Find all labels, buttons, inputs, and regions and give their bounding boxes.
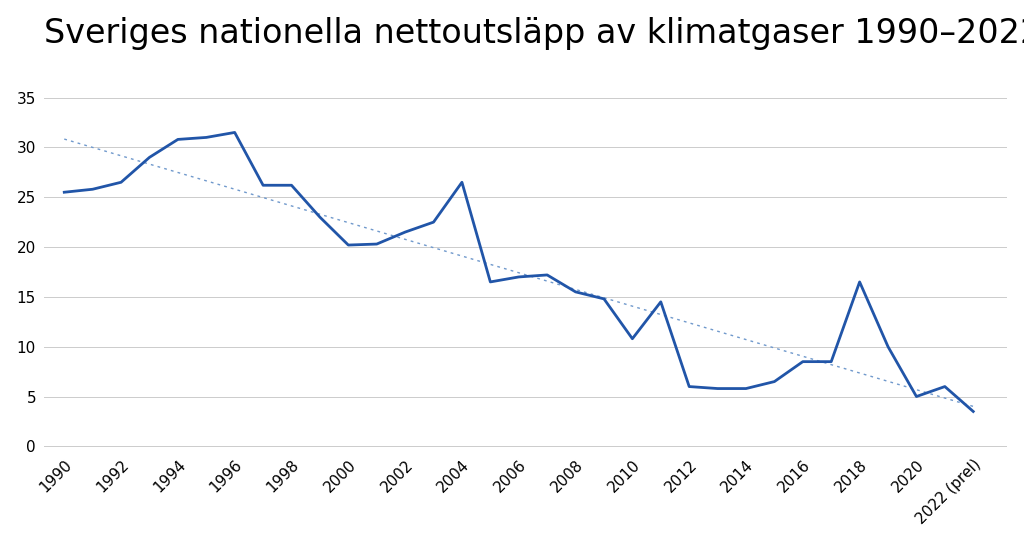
Text: Sveriges nationella nettoutsläpp av klimatgaser 1990–2022: Sveriges nationella nettoutsläpp av klim…: [44, 17, 1024, 50]
